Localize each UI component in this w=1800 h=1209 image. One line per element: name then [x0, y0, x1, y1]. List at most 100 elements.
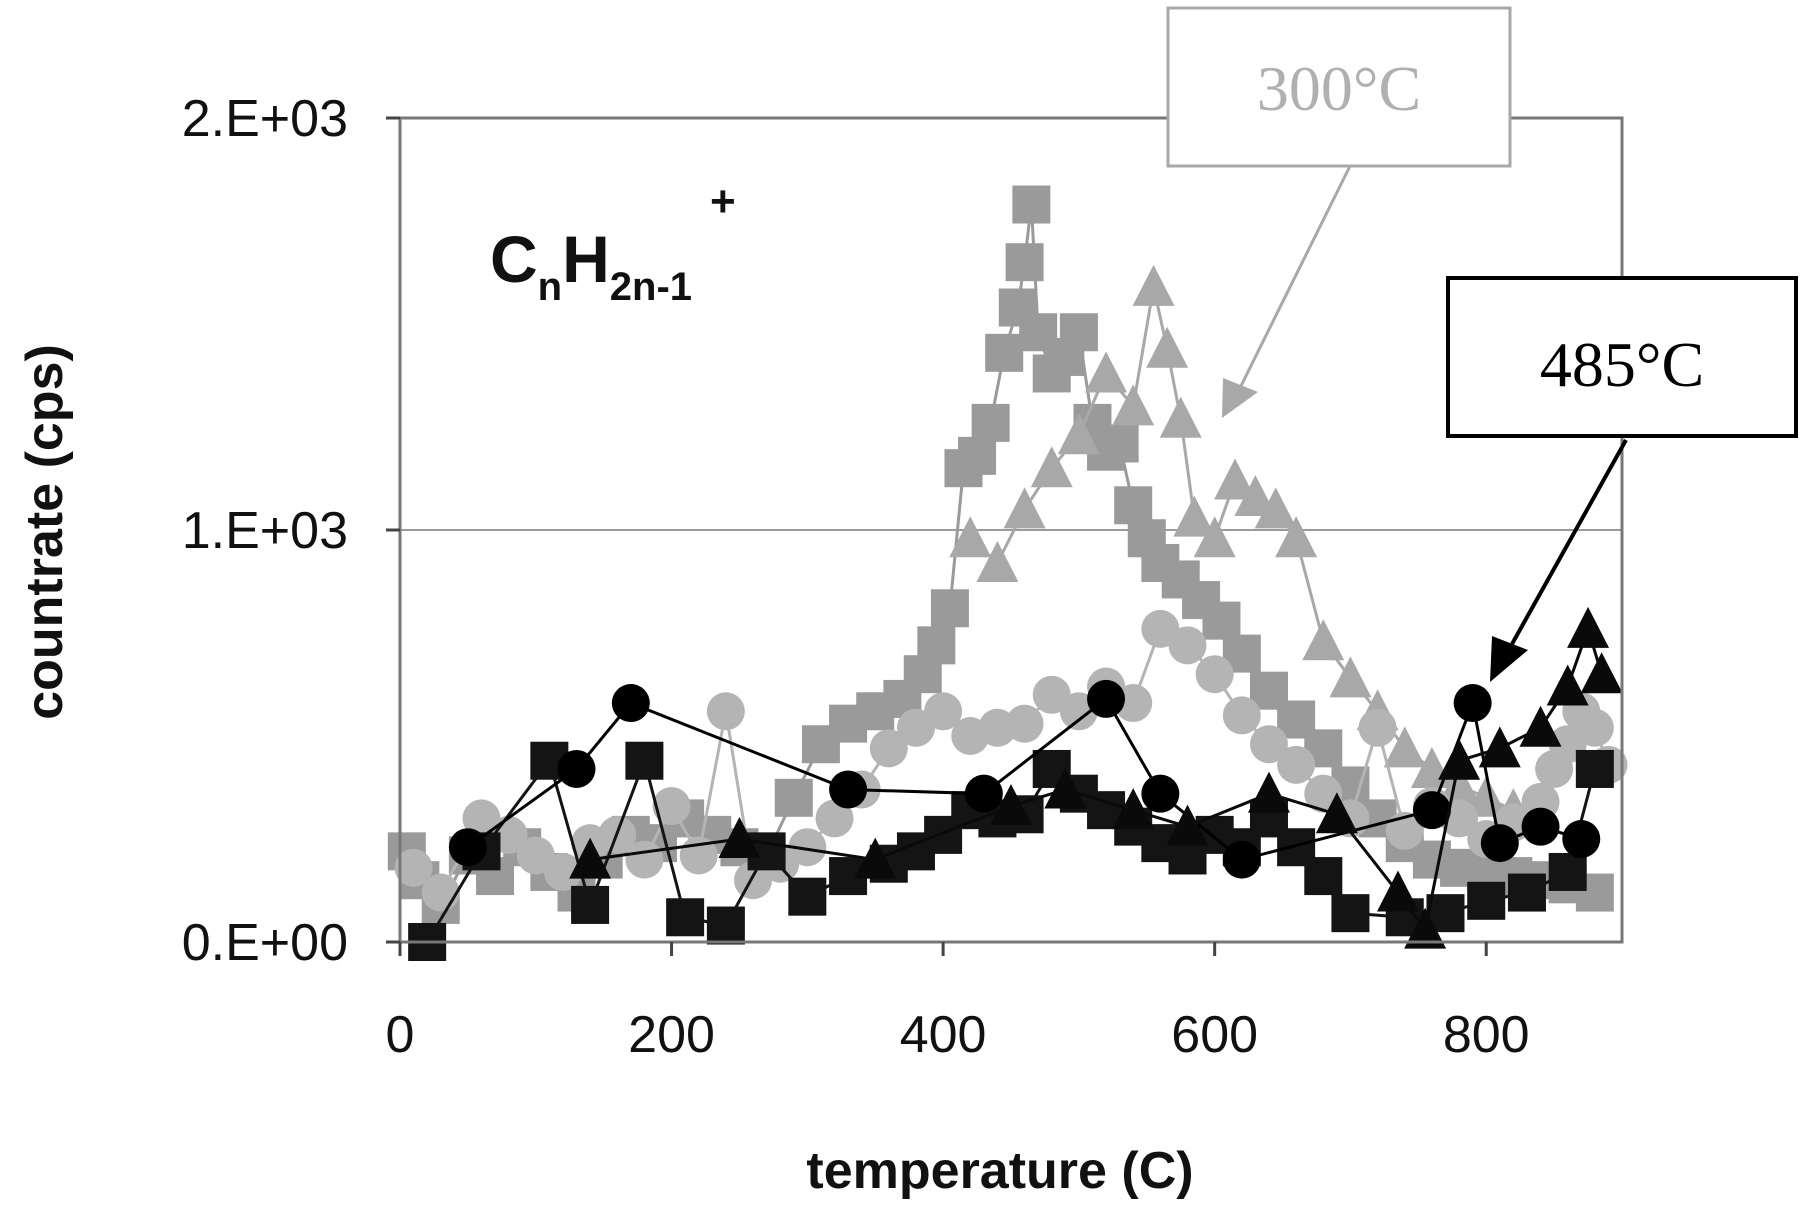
- data-point-square: [571, 885, 610, 924]
- data-point-circle: [1195, 655, 1234, 694]
- data-point-triangle: [1519, 705, 1562, 747]
- data-point-circle: [394, 848, 433, 887]
- data-point-square: [706, 906, 745, 945]
- data-point-triangle: [1166, 804, 1209, 846]
- data-point-triangle: [1275, 516, 1318, 558]
- data-point-circle: [964, 774, 1003, 813]
- x-tick-label: 800: [1443, 1006, 1530, 1064]
- data-point-circle: [448, 828, 487, 867]
- data-point-triangle: [569, 837, 612, 879]
- data-point-circle: [1141, 774, 1180, 813]
- data-point-square: [1575, 749, 1614, 788]
- data-point-triangle: [1383, 726, 1426, 768]
- data-point-triangle: [1234, 475, 1277, 517]
- data-point-circle: [611, 684, 650, 723]
- data-point-square: [625, 741, 664, 780]
- annotation-485c: 485°C: [1446, 276, 1798, 682]
- species-mid: H: [562, 222, 610, 296]
- data-point-triangle: [1030, 446, 1073, 488]
- data-point-circle: [1575, 708, 1614, 747]
- data-point-triangle: [949, 516, 992, 558]
- data-point-square: [1059, 313, 1098, 352]
- data-point-circle: [829, 770, 868, 809]
- data-point-triangle: [990, 784, 1032, 826]
- x-tick-label: 600: [1171, 1006, 1258, 1064]
- annotation-300c-arrow: [1236, 161, 1354, 393]
- data-point-triangle: [1146, 326, 1189, 368]
- annotation-485c-arrowhead: [1490, 636, 1528, 682]
- data-point-square: [1548, 852, 1587, 891]
- data-point-triangle: [1247, 771, 1290, 813]
- data-point-square: [958, 436, 997, 475]
- data-point-triangle: [1580, 652, 1623, 694]
- data-point-circle: [1453, 684, 1492, 723]
- data-point-circle: [788, 828, 827, 867]
- data-point-triangle: [1132, 264, 1175, 306]
- data-markers: [387, 185, 1628, 961]
- data-point-circle: [706, 692, 745, 731]
- data-point-square: [971, 403, 1010, 442]
- annotation-300c-text: 300°C: [1257, 53, 1421, 124]
- data-point-triangle: [1438, 763, 1481, 805]
- data-point-circle: [1222, 696, 1261, 735]
- data-point-triangle: [1478, 726, 1521, 768]
- data-point-triangle: [1465, 775, 1508, 817]
- data-point-triangle: [1315, 792, 1358, 834]
- data-point-square: [788, 877, 827, 916]
- data-point-circle: [1412, 791, 1451, 830]
- data-point-circle: [1480, 824, 1519, 863]
- data-point-triangle: [1329, 656, 1372, 698]
- data-point-triangle: [1404, 907, 1447, 949]
- data-point-triangle: [1112, 788, 1155, 830]
- data-point-circle: [625, 840, 664, 879]
- data-point-square: [1100, 424, 1139, 463]
- data-point-triangle: [1567, 606, 1610, 648]
- data-point-triangle: [1159, 396, 1202, 438]
- data-point-circle: [1521, 807, 1560, 846]
- data-point-circle: [557, 749, 596, 788]
- data-point-triangle: [1302, 619, 1345, 661]
- data-point-square: [1507, 873, 1546, 912]
- data-point-circle: [869, 729, 908, 768]
- data-point-circle: [1562, 820, 1601, 858]
- data-point-circle: [1249, 725, 1288, 764]
- y-tick-label: 2.E+03: [182, 90, 348, 148]
- data-point-square: [1114, 486, 1153, 525]
- data-point-triangle: [1044, 767, 1087, 809]
- data-point-circle: [1277, 745, 1316, 784]
- data-point-square: [774, 778, 813, 817]
- data-point-triangle: [718, 817, 761, 858]
- data-point-circle: [652, 787, 691, 826]
- data-point-circle: [924, 692, 963, 731]
- data-point-triangle: [1214, 458, 1257, 500]
- data-point-triangle: [1546, 664, 1589, 706]
- data-point-square: [917, 626, 956, 665]
- species-base: C: [490, 222, 538, 296]
- annotation-485c-arrow: [1510, 439, 1628, 645]
- data-point-square: [1304, 857, 1343, 896]
- data-point-triangle: [854, 837, 897, 879]
- data-point-circle: [1222, 840, 1261, 879]
- data-point-square: [985, 333, 1024, 372]
- series-5: [569, 606, 1623, 949]
- axis-ticks: 0.E+00 1.E+03 2.E+03 0 200 400 600 800: [182, 90, 1530, 1064]
- data-point-square: [1202, 601, 1241, 640]
- x-tick-label: 200: [628, 1006, 715, 1064]
- annotation-485c-text: 485°C: [1540, 329, 1704, 400]
- data-point-triangle: [1193, 516, 1236, 558]
- data-point-square: [930, 589, 969, 628]
- data-point-square: [1331, 894, 1370, 933]
- data-point-triangle: [1003, 487, 1046, 529]
- data-point-square: [1012, 185, 1051, 224]
- data-point-circle: [1087, 679, 1126, 718]
- x-tick-label: 400: [900, 1006, 987, 1064]
- species-label: CnH2n-1 +: [490, 177, 736, 309]
- data-point-circle: [1168, 626, 1207, 665]
- annotation-485c-box: [1446, 276, 1798, 438]
- x-tick-label: 0: [386, 1006, 415, 1064]
- data-point-circle: [1358, 708, 1397, 747]
- species-charge: +: [710, 177, 736, 226]
- y-axis-title: countrate (cps): [16, 344, 74, 720]
- data-point-circle: [1385, 811, 1424, 850]
- data-point-circle: [815, 799, 854, 838]
